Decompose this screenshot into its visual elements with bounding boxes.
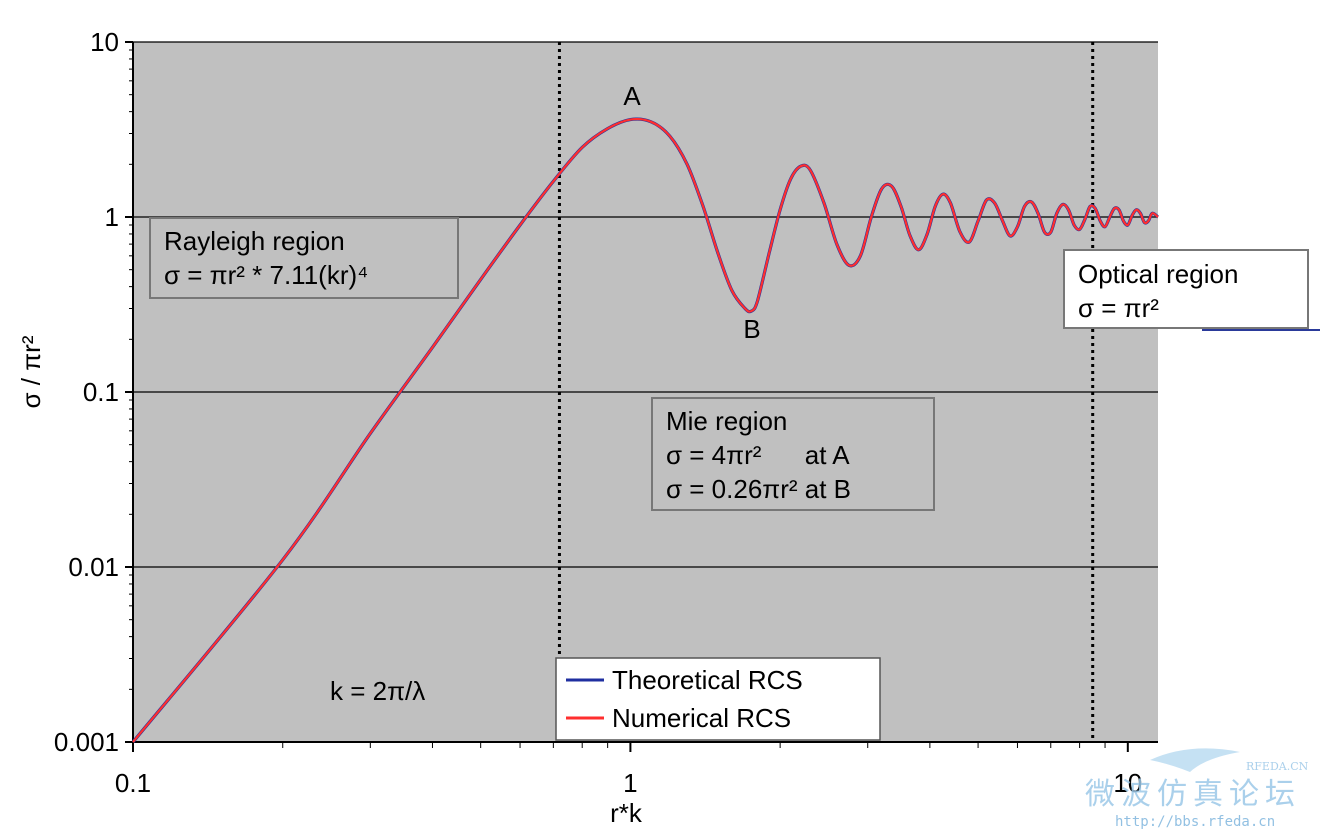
point-label-b: B: [743, 314, 760, 344]
mie-title: Mie region: [666, 406, 787, 436]
y-tick-label-2: 0.1: [83, 377, 119, 407]
legend-label-theoretical: Theoretical RCS: [612, 665, 803, 695]
watermark: RFEDA.CN 微波仿真论坛 http://bbs.rfeda.cn: [1085, 748, 1309, 830]
y-tick-label-0: 0.001: [54, 727, 119, 757]
region-dividers: [557, 42, 1095, 742]
rayleigh-annotation: Rayleigh region σ = πr² * 7.11(kr)⁴: [149, 217, 459, 299]
x-tick-label-2: 10: [1113, 768, 1142, 798]
mie-formula-a: σ = 4πr² at A: [666, 440, 850, 470]
series-layer: [131, 117, 1159, 744]
mie-annotation: Mie region σ = 4πr² at A σ = 0.26πr² at …: [651, 397, 935, 511]
x-axis-title: r*k: [610, 798, 643, 828]
watermark-brand: RFEDA.CN: [1246, 760, 1309, 773]
point-label-a: A: [623, 81, 641, 111]
series-line-numerical-rcs: [132, 117, 1159, 743]
y-ticks: 0.001 0.01 0.1 1 10: [54, 27, 133, 757]
watermark-url: http://bbs.rfeda.cn: [1115, 814, 1275, 830]
mie-formula-b: σ = 0.26πr² at B: [666, 474, 851, 504]
y-tick-label-3: 1: [105, 202, 119, 232]
y-axis-title: σ / πr²: [16, 335, 46, 408]
k-definition: k = 2π/λ: [330, 676, 425, 706]
x-ticks: 0.1 1 10: [115, 742, 1142, 798]
watermark-chinese: 微波仿真论坛: [1085, 777, 1301, 812]
legend: Theoretical RCS Numerical RCS: [555, 657, 881, 741]
legend-label-numerical: Numerical RCS: [612, 703, 791, 733]
optical-annotation: Optical region σ = πr²: [1063, 249, 1320, 331]
x-tick-label-1: 1: [623, 768, 637, 798]
rayleigh-title: Rayleigh region: [164, 226, 345, 256]
x-tick-label-0: 0.1: [115, 768, 151, 798]
optical-formula: σ = πr²: [1078, 293, 1159, 323]
optical-title: Optical region: [1078, 259, 1238, 289]
rayleigh-formula: σ = πr² * 7.11(kr)⁴: [164, 260, 368, 290]
y-tick-label-4: 10: [90, 27, 119, 57]
y-tick-label-1: 0.01: [68, 552, 119, 582]
watermark-wing-icon: [1150, 748, 1240, 772]
